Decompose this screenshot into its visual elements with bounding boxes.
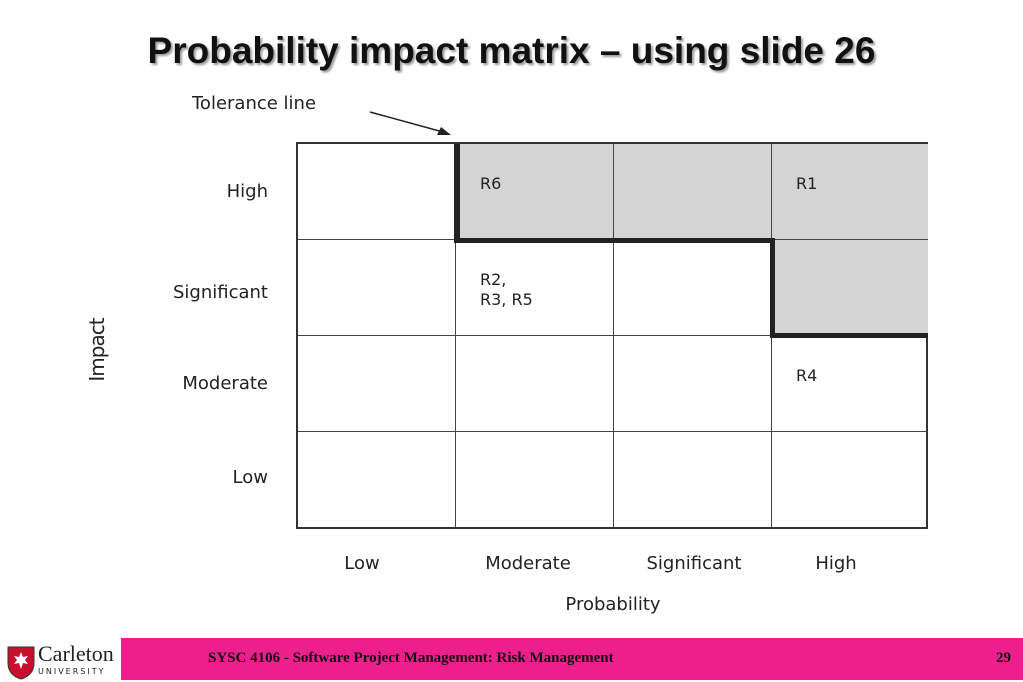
col-label-moderate: Moderate <box>485 553 571 574</box>
risk-label: R4 <box>796 366 818 385</box>
matrix-cell: R4 <box>772 336 928 432</box>
tolerance-arrow-icon <box>369 111 451 135</box>
probability-impact-grid: R6 R1 R2, R3, R5 R4 <box>296 142 928 529</box>
matrix-cell: R6 <box>456 144 614 240</box>
matrix-cell <box>298 144 456 240</box>
carleton-logo-icon <box>2 639 120 681</box>
x-axis-label: Probability <box>565 594 661 615</box>
footer-bar <box>121 638 1023 680</box>
matrix-cell <box>614 144 772 240</box>
matrix-cell <box>614 432 772 527</box>
tolerance-line-segment <box>454 144 460 242</box>
matrix-cell <box>298 240 456 336</box>
col-label-high: High <box>815 553 857 574</box>
matrix-cell: R1 <box>772 144 928 240</box>
row-label-moderate: Moderate <box>182 373 268 394</box>
matrix-cell <box>456 432 614 527</box>
matrix-cell <box>456 336 614 432</box>
tolerance-line-segment <box>770 238 775 337</box>
row-label-significant: Significant <box>173 282 268 303</box>
col-label-low: Low <box>344 553 380 574</box>
matrix-cell <box>614 336 772 432</box>
risk-label: R2, R3, R5 <box>480 270 533 309</box>
footer-text: SYSC 4106 - Software Project Management:… <box>208 650 614 666</box>
slide-title: Probability impact matrix – using slide … <box>147 30 876 71</box>
tolerance-line-segment <box>770 333 928 338</box>
risk-label: R6 <box>480 174 502 193</box>
logo-name: Carleton <box>38 641 114 666</box>
matrix-cell <box>772 240 928 336</box>
tolerance-line-segment <box>454 238 774 243</box>
matrix-cell <box>772 432 928 527</box>
page-number: 29 <box>996 650 1011 666</box>
row-label-low: Low <box>232 467 268 488</box>
matrix-cell <box>298 432 456 527</box>
row-label-high: High <box>226 181 268 202</box>
matrix-cell <box>614 240 772 336</box>
matrix-cell <box>298 336 456 432</box>
col-label-significant: Significant <box>646 553 742 574</box>
matrix-cell: R2, R3, R5 <box>456 240 614 336</box>
risk-label: R1 <box>796 174 818 193</box>
y-axis-label: Impact <box>85 318 109 382</box>
tolerance-line-label: Tolerance line <box>192 93 317 114</box>
logo-subtitle: UNIVERSITY <box>38 667 106 676</box>
